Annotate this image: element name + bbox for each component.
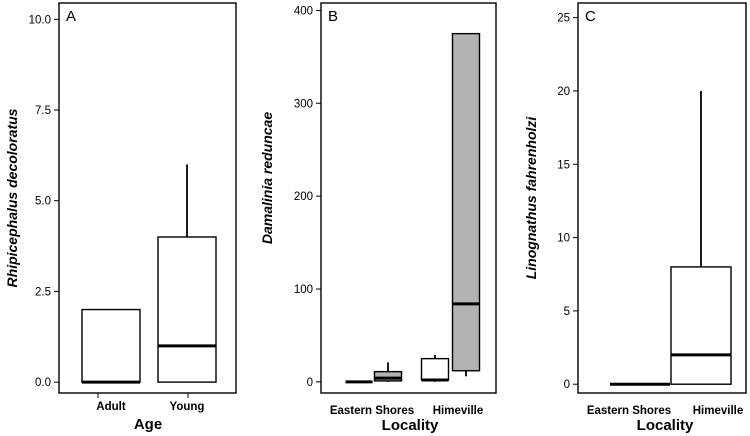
x-tick-label-adult: Adult <box>96 401 126 413</box>
y-axis-label-b: Damalinia reduncae <box>259 112 275 244</box>
box-rect <box>451 32 481 372</box>
y-tick-label: 200 <box>294 191 313 203</box>
y-tick-label: 100 <box>294 284 313 296</box>
x-tick-label-young: Young <box>170 401 205 413</box>
panel-b-letter: B <box>328 8 338 25</box>
panel-b: B 0 100 200 300 400 Eastern Shores Himeville… <box>259 2 497 434</box>
y-tick-label: 5 <box>564 306 570 318</box>
y-tick-label: 0.0 <box>35 377 51 389</box>
y-tick-label: 5.0 <box>35 196 51 208</box>
panel-c: C 0 5 10 15 20 25 Eastern Shores Himeville Lo… <box>523 2 747 434</box>
y-tick-label: 0 <box>564 379 570 391</box>
box-rect <box>373 370 403 382</box>
box-plot <box>81 308 141 384</box>
box-plot <box>420 354 450 382</box>
x-axis-label-a: Age <box>134 416 162 433</box>
panel-a-letter: A <box>66 8 76 25</box>
box-rect <box>420 357 450 381</box>
box-plot <box>157 164 217 383</box>
y-tick-label: 10 <box>557 233 570 245</box>
y-tick-label: 2.5 <box>35 286 51 298</box>
y-tick-label: 10.0 <box>29 14 51 26</box>
x-tick-label-himeville: Himeville <box>433 405 484 417</box>
y-tick-label: 300 <box>294 98 313 110</box>
box-plot <box>373 362 403 382</box>
y-tick-label: 400 <box>294 5 313 17</box>
panel-a: A 0.0 2.5 5.0 7.5 10.0 Adult Young Age Rhipi… <box>4 2 237 433</box>
box-plot <box>451 32 481 377</box>
y-tick-label: 20 <box>557 86 570 98</box>
box-rect <box>157 236 217 383</box>
box-plot <box>670 90 732 385</box>
x-tick-label-eastern-shores: Eastern Shores <box>587 405 671 417</box>
x-axis-label-b: Locality <box>382 417 439 434</box>
y-tick-label: 25 <box>557 13 570 25</box>
y-axis-label-c: Linognathus fahrenholzi <box>523 116 539 280</box>
panel-c-letter: C <box>585 8 596 25</box>
box-rect <box>670 266 732 385</box>
y-tick-label: 15 <box>557 159 570 171</box>
y-axis-label-a: Rhipicephalus decoloratus <box>4 108 20 287</box>
y-tick-label: 7.5 <box>35 105 51 117</box>
y-tick-label: 0 <box>307 377 313 389</box>
x-tick-label-himeville: Himeville <box>693 405 744 417</box>
x-tick-label-eastern-shores: Eastern Shores <box>330 405 414 417</box>
x-axis-label-c: Locality <box>637 417 694 434</box>
box-rect <box>81 308 141 383</box>
